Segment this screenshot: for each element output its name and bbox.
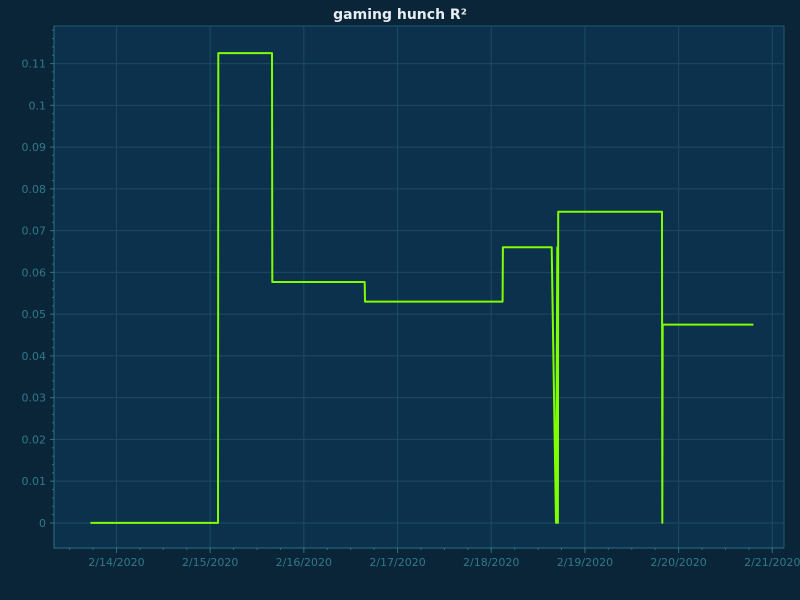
y-tick-label: 0.03 <box>22 392 47 405</box>
x-tick-label: 2/19/2020 <box>557 556 613 569</box>
x-tick-label: 2/18/2020 <box>463 556 519 569</box>
plot-area <box>53 25 785 549</box>
y-tick-label: 0.09 <box>22 141 47 154</box>
series-group <box>90 52 754 524</box>
y-tick-label: 0.01 <box>22 475 47 488</box>
axes: 0 0.01 0.02 0.03 0.04 0.05 0.06 0.07 0.08 0.09 0.1… <box>22 26 800 569</box>
chart-title: gaming hunch R² <box>333 7 467 23</box>
y-tick-label: 0.07 <box>22 225 47 238</box>
x-tick-label: 2/16/2020 <box>276 556 332 569</box>
x-tick-label: 2/14/2020 <box>88 556 144 569</box>
y-tick-label: 0 <box>39 517 46 530</box>
series-line <box>90 52 754 524</box>
x-tick-label: 2/15/2020 <box>182 556 238 569</box>
grid <box>54 26 784 548</box>
x-tick-label: 2/21/2020 <box>744 556 800 569</box>
y-tick-label: 0.06 <box>22 266 47 279</box>
y-tick-label: 0.05 <box>22 308 47 321</box>
y-tick-label: 0.04 <box>22 350 47 363</box>
x-tick-label: 2/17/2020 <box>369 556 425 569</box>
y-tick-label: 0.11 <box>22 58 47 71</box>
x-tick-label: 2/20/2020 <box>650 556 706 569</box>
y-tick-label: 0.1 <box>29 99 47 112</box>
y-tick-label: 0.02 <box>22 433 47 446</box>
y-tick-label: 0.08 <box>22 183 47 196</box>
